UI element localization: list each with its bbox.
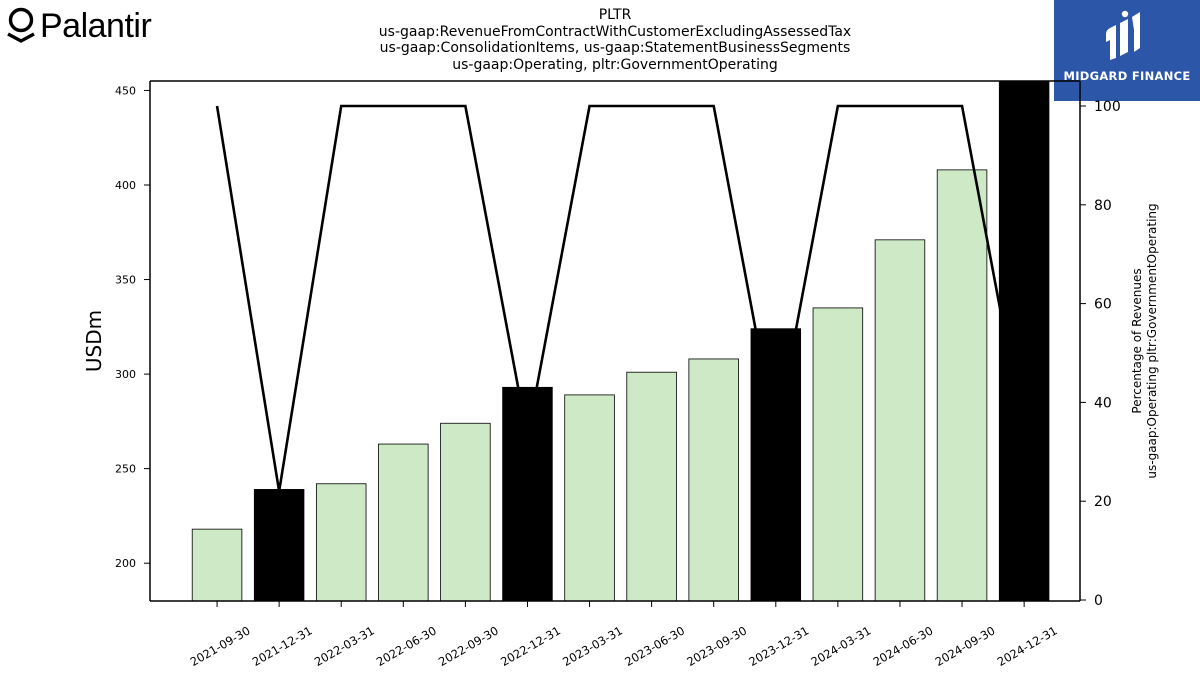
x-tick-label-2024-03-31: 2024-03-31	[808, 623, 873, 669]
bar-2023-12-31	[750, 328, 802, 602]
secondary-y-tick-label-80: 80	[1094, 198, 1112, 214]
secondary-y-axis-label-2: us-gaap:Operating pltr:GovernmentOperati…	[1145, 203, 1159, 478]
secondary-y-tick-label-60: 60	[1094, 297, 1112, 313]
chart-subtitle-3: us-gaap:Operating, pltr:GovernmentOperat…	[452, 56, 778, 73]
chart-subtitle-1: us-gaap:RevenueFromContractWithCustomerE…	[378, 23, 852, 40]
bar-2022-12-31	[502, 386, 553, 602]
y-tick-label-350: 350	[115, 274, 136, 287]
x-tick-label-2024-12-31: 2024-12-31	[995, 623, 1060, 669]
bar-2022-06-30	[378, 443, 429, 602]
bar-2024-09-30	[936, 169, 988, 602]
x-tick-label-2024-09-30: 2024-09-30	[933, 623, 998, 669]
x-tick-label-2022-09-30: 2022-09-30	[436, 623, 501, 669]
logo-text: Palantir	[40, 7, 152, 45]
y-tick-label-400: 400	[115, 179, 136, 192]
x-tick-label-2023-12-31: 2023-12-31	[746, 623, 811, 669]
bar-2023-03-31	[564, 394, 615, 602]
secondary-y-tick-label-0: 0	[1094, 593, 1103, 609]
bar-2024-03-31	[812, 307, 864, 602]
percentage-line	[215, 104, 1026, 492]
midgard-finance-badge: MIDGARD FINANCE	[1054, 0, 1200, 101]
palantir-logo: Palantir	[6, 6, 152, 46]
secondary-y-tick-label-20: 20	[1094, 494, 1112, 510]
secondary-y-axis-label-1: Percentage of Revenues	[1130, 268, 1144, 413]
y-tick-label-450: 450	[115, 84, 136, 97]
bar-2023-09-30	[688, 358, 739, 602]
bar-2022-03-31	[315, 483, 367, 602]
x-tick-label-2023-03-31: 2023-03-31	[560, 623, 625, 669]
midgard-logo-icon	[1106, 10, 1140, 60]
x-tick-label-2023-06-30: 2023-06-30	[622, 623, 687, 669]
x-tick-label-2022-12-31: 2022-12-31	[498, 623, 563, 669]
x-tick-label-2022-03-31: 2022-03-31	[312, 623, 377, 669]
bars-layer	[191, 80, 1050, 602]
secondary-y-tick-label-40: 40	[1094, 395, 1112, 411]
x-tick-label-2021-09-30: 2021-09-30	[188, 623, 253, 669]
badge-text: MIDGARD FINANCE	[1063, 69, 1191, 83]
bar-2024-06-30	[874, 239, 926, 602]
x-tick-label-2022-06-30: 2022-06-30	[374, 623, 439, 669]
palantir-logo-icon	[7, 7, 35, 43]
chart-title: PLTR	[598, 7, 632, 23]
x-tick-label-2023-09-30: 2023-09-30	[684, 623, 749, 669]
bar-2022-09-30	[440, 422, 491, 602]
x-tick-label-2024-06-30: 2024-06-30	[871, 623, 936, 669]
y-axis-label: USDm	[82, 310, 106, 372]
y-tick-label-200: 200	[115, 557, 136, 570]
chart-subtitle-2: us-gaap:ConsolidationItems, us-gaap:Stat…	[379, 40, 851, 56]
bar-2024-12-31	[998, 80, 1050, 602]
x-tick-label-2021-12-31: 2021-12-31	[250, 623, 315, 669]
chart-title-block: PLTR us-gaap:RevenueFromContractWithCust…	[300, 7, 930, 73]
y-tick-label-250: 250	[115, 463, 136, 476]
line-layer	[215, 104, 1026, 492]
secondary-y-tick-label-100: 100	[1094, 99, 1121, 115]
bar-2021-09-30	[191, 528, 243, 602]
y-tick-label-300: 300	[115, 368, 136, 381]
bar-2023-06-30	[626, 371, 677, 602]
bar-2021-12-31	[253, 489, 305, 602]
